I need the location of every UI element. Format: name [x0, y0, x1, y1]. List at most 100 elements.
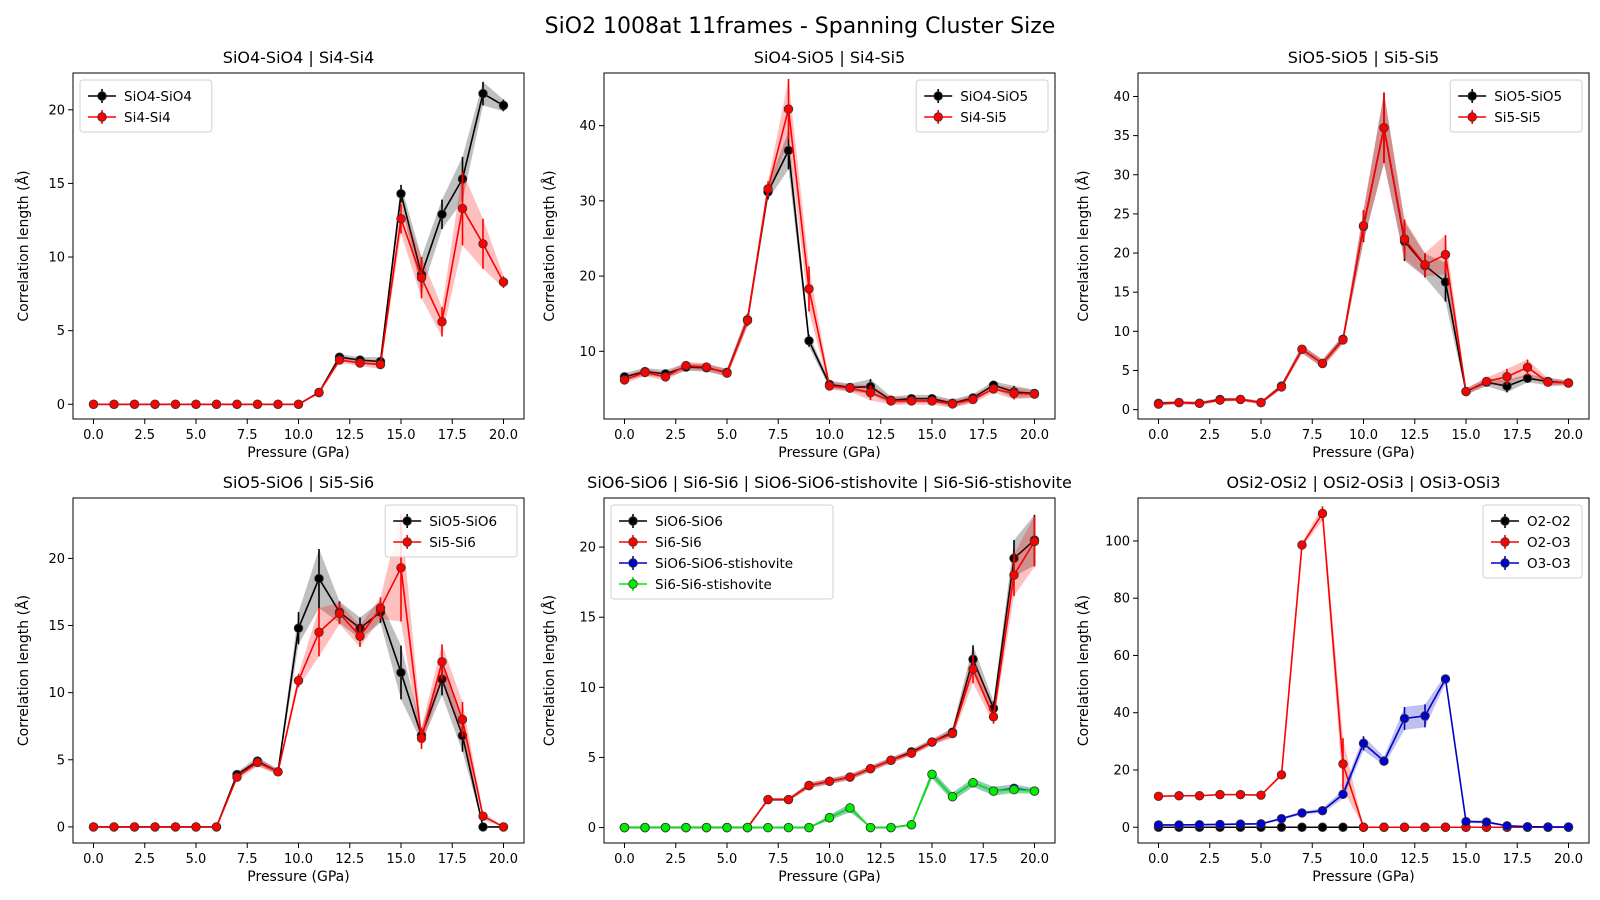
data-point — [1029, 786, 1040, 796]
data-point — [763, 822, 773, 833]
legend-label: O3-O3 — [1527, 556, 1571, 572]
x-tick-label: 5.0 — [186, 852, 207, 867]
series-si4-si4 — [88, 171, 509, 409]
legend-label: O2-O2 — [1527, 514, 1571, 530]
x-tick-label: 5.0 — [186, 428, 207, 443]
data-point — [109, 399, 119, 409]
data-point — [804, 336, 814, 346]
panel-title: OSi2-OSi2 | OSi2-OSi3 | OSi3-OSi3 — [1226, 473, 1500, 492]
data-point — [1461, 816, 1471, 827]
x-axis-label: Pressure (GPa) — [1312, 445, 1414, 461]
data-point — [1029, 389, 1040, 399]
data-point — [947, 792, 958, 802]
data-point — [865, 822, 876, 833]
data-point — [701, 362, 712, 372]
data-point — [1194, 398, 1205, 409]
data-point — [396, 563, 406, 573]
series-sio5-sio5 — [1153, 92, 1574, 409]
data-point — [1215, 395, 1225, 405]
legend-label: Si4-Si5 — [960, 110, 1007, 126]
x-tick-label: 20.0 — [1020, 428, 1049, 443]
data-point — [845, 383, 855, 393]
data-point — [619, 822, 630, 833]
data-point — [906, 748, 917, 758]
y-tick-label: 20 — [579, 541, 596, 556]
data-point — [498, 277, 509, 287]
x-tick-label: 15.0 — [387, 428, 416, 443]
data-point — [437, 657, 447, 667]
data-point — [396, 189, 406, 199]
data-point — [1317, 508, 1328, 519]
y-tick-label: 10 — [579, 681, 596, 696]
legend-box — [79, 79, 213, 133]
data-point — [968, 394, 978, 405]
data-point — [191, 822, 201, 832]
data-point — [1420, 711, 1430, 721]
x-tick-label: 12.5 — [335, 852, 364, 867]
legend-box — [1449, 79, 1583, 133]
data-point — [681, 822, 691, 833]
legend-marker — [1500, 516, 1510, 526]
legend-marker — [402, 516, 412, 526]
data-point — [457, 714, 468, 725]
series-line — [1158, 127, 1569, 405]
data-point — [1358, 738, 1369, 749]
data-point — [293, 623, 304, 633]
y-axis-label: Correlation length (Å) — [1075, 170, 1092, 321]
data-point — [1256, 790, 1266, 800]
data-point — [437, 317, 447, 327]
data-point — [1502, 821, 1512, 831]
y-tick-label: 20 — [1113, 247, 1130, 262]
x-tick-label: 10.0 — [815, 852, 844, 867]
x-tick-label: 20.0 — [489, 428, 518, 443]
y-tick-label: 0 — [1122, 403, 1130, 418]
data-point — [886, 755, 896, 765]
x-tick-label: 17.5 — [1503, 428, 1532, 443]
legend: SiO4-SiO4 Si4-Si4 — [79, 79, 213, 133]
series-line — [93, 92, 504, 406]
data-point — [170, 399, 181, 409]
x-tick-label: 15.0 — [918, 428, 947, 443]
y-tick-label: 0 — [57, 398, 65, 413]
y-axis-label: Correlation length (Å) — [15, 170, 32, 321]
data-point — [273, 399, 283, 409]
data-point — [1029, 536, 1040, 547]
series-sio5-sio6 — [88, 549, 509, 832]
data-point — [763, 794, 773, 805]
data-point — [232, 772, 242, 782]
data-point — [927, 769, 937, 779]
data-point — [1502, 372, 1512, 382]
legend-label: Si5-Si6 — [429, 535, 476, 551]
series-o3-o3 — [1153, 674, 1574, 832]
x-axis-label: Pressure (GPa) — [247, 445, 349, 461]
legend-label: Si6-Si6-stishovite — [655, 577, 772, 593]
x-tick-label: 2.5 — [1199, 428, 1220, 443]
data-point — [437, 209, 447, 220]
data-point — [1543, 377, 1553, 387]
data-point — [1194, 791, 1205, 801]
data-point — [129, 822, 140, 832]
legend-label: Si6-Si6 — [655, 535, 702, 551]
data-point — [314, 573, 324, 584]
data-point — [1297, 822, 1307, 832]
legend-marker — [628, 516, 638, 526]
data-point — [1235, 819, 1246, 829]
x-tick-label: 10.0 — [284, 428, 313, 443]
data-point — [1522, 362, 1533, 373]
x-tick-label: 15.0 — [387, 852, 416, 867]
x-tick-label: 0.0 — [83, 852, 104, 867]
legend-label: Si4-Si4 — [124, 110, 171, 126]
axes-frame — [603, 72, 1056, 420]
data-point — [947, 399, 958, 409]
x-tick-label: 20.0 — [1554, 428, 1583, 443]
legend-label: SiO6-SiO6 — [655, 514, 723, 530]
chart-panel-2: SiO4-SiO5 | Si4-Si5 0.0 2.5 5.0 7.5 10.0 12.5 1… — [541, 48, 1056, 461]
data-point — [824, 381, 835, 391]
data-point — [988, 384, 999, 394]
error-band — [1158, 92, 1569, 405]
x-tick-label: 7.5 — [768, 852, 789, 867]
legend-marker — [1467, 91, 1477, 101]
data-point — [824, 813, 835, 823]
data-point — [722, 822, 732, 833]
data-point — [1174, 820, 1184, 830]
